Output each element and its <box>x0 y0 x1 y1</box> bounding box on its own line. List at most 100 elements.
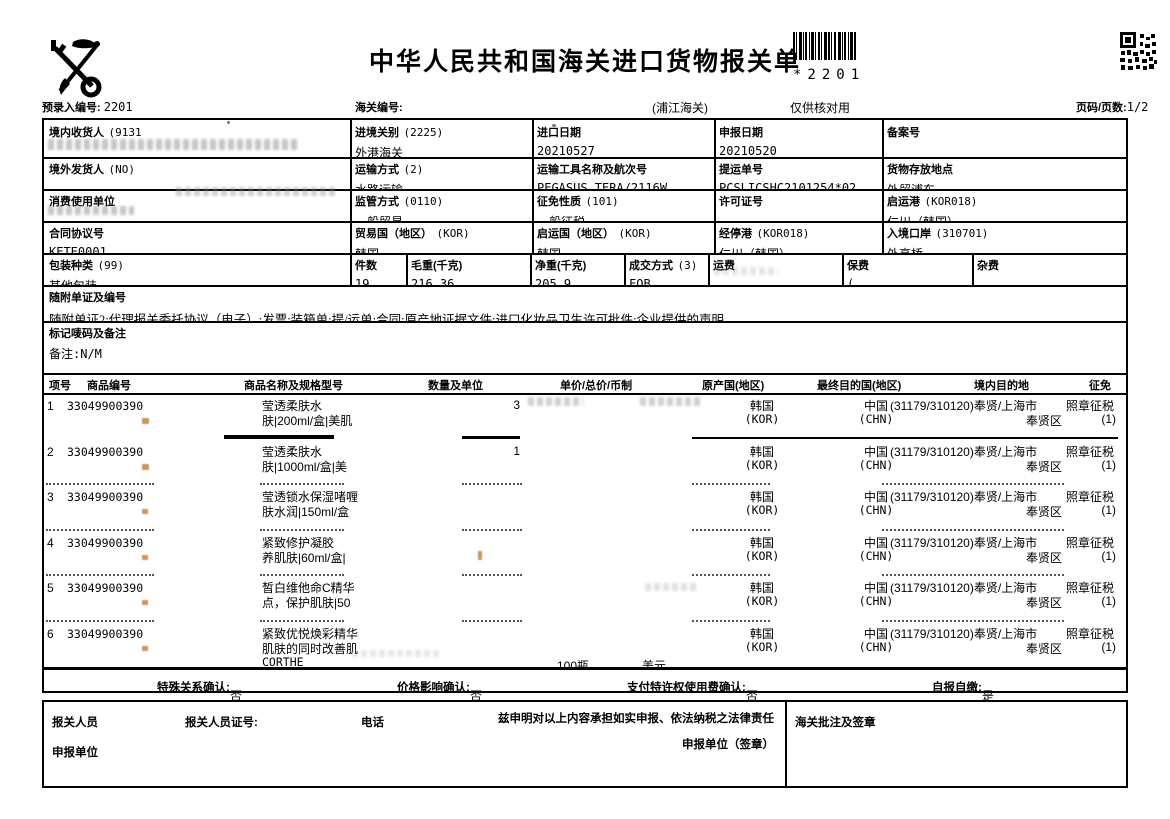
redaction-mark <box>142 509 148 514</box>
field-supervision-mode: 监管方式 (0110) 一般贸易 <box>350 189 532 221</box>
item-dest: 中国 <box>863 536 888 550</box>
item-domestic-line1: (31179/310120)奉贤/上海市 <box>890 581 1038 595</box>
transit-port-value: 仁川（韩国） <box>719 245 877 253</box>
phone-label: 电话 <box>361 717 384 729</box>
levy-nature-label: 征免性质 <box>537 196 581 208</box>
item-origin: 韩国 <box>749 399 774 413</box>
item-dest: 中国 <box>863 581 888 595</box>
item-domestic-line1: (31179/310120)奉贤/上海市 <box>890 490 1038 504</box>
self-declare-value: 是 <box>981 689 994 703</box>
page-number: 页码/页数:1/2 <box>1076 99 1148 115</box>
item-dest-code: (CHN) <box>858 640 894 654</box>
item-code: 33049900390 <box>67 490 144 504</box>
items-header-qty: 数量及单位 <box>428 380 483 392</box>
customs-number: 海关编号: <box>355 99 403 115</box>
entry-customs-code: (2225) <box>403 126 444 139</box>
bl-no-label: 提运单号 <box>719 164 763 176</box>
item-duty-code: (1) <box>1101 503 1116 517</box>
departure-port-value: 仁川（韩国） <box>887 213 1123 221</box>
transaction-mode-value: FOB <box>629 277 651 285</box>
storage-place-label: 货物存放地点 <box>887 164 953 176</box>
item-dest: 中国 <box>863 445 888 459</box>
barcode <box>793 32 856 60</box>
bl-no-value: PCSLICSHC2101254*02 <box>719 181 857 189</box>
field-package-type: 包装种类 (99) 其他包装 <box>44 253 350 285</box>
entry-port-value: 外高桥 <box>887 245 1123 253</box>
item-name-line2: 肤|200ml/盒|美肌 <box>262 414 353 428</box>
item-no: 5 <box>47 581 54 595</box>
items-header-domestic: 境内目的地 <box>974 380 1029 392</box>
entry-port-label: 入境口岸 <box>887 228 931 240</box>
confirmation-row: 特殊关系确认: 否 价格影响确认: 否 支付特许权使用费确认: 否 自报自缴: 是 <box>44 671 1126 703</box>
departure-country-value: 韩国 <box>537 245 709 253</box>
field-insurance: 保费 ( <box>842 253 972 285</box>
redaction-smudge <box>48 206 134 215</box>
royalty-value: 否 <box>745 689 758 703</box>
item-name-line2: 肤|1000ml/盒|美 <box>262 460 347 474</box>
field-storage-place: 货物存放地点 外贸浦东 <box>882 157 1128 189</box>
customs-no-label: 海关编号: <box>355 102 403 114</box>
storage-place-value: 外贸浦东 <box>887 181 1123 189</box>
redaction-mark <box>142 418 149 424</box>
transport-name-label: 运输工具名称及航次号 <box>537 164 647 176</box>
price-impact-value: 否 <box>469 689 482 703</box>
declare-unit-label: 申报单位 <box>52 747 98 759</box>
item-domestic-line1: (31179/310120)奉贤/上海市 <box>890 627 1038 641</box>
item-qty: 1 <box>513 444 520 458</box>
marks-remarks-value: 备注:N/M <box>49 347 102 361</box>
item-domestic-line2: 奉贤区 <box>1025 596 1062 610</box>
redaction-smudge <box>640 397 702 406</box>
field-contract-no: 合同协议号 KETE0001 <box>44 221 350 253</box>
barcode-block: *2201 <box>793 32 873 83</box>
scan-artifact-dot <box>227 121 230 124</box>
trade-country-label: 贸易国（地区） <box>355 228 432 240</box>
item-origin-code: (KOR) <box>744 503 780 517</box>
item-name-line1: 莹透柔肤水 <box>262 399 323 413</box>
record-no-label: 备案号 <box>887 127 920 139</box>
special-relation-confirm: 特殊关系确认: 否 <box>157 679 242 703</box>
declare-unit-seal-label: 申报单位（签章） <box>682 739 774 751</box>
field-transaction-mode: 成交方式 (3) FOB <box>624 253 708 285</box>
customs-emblem-logo <box>45 36 109 105</box>
field-pieces: 件数 19 <box>350 253 406 285</box>
pieces-label: 件数 <box>355 260 377 272</box>
self-declare-confirm: 自报自缴: 是 <box>932 679 994 703</box>
entry-port-code: (310701) <box>935 227 989 240</box>
item-name-line2: 养肌肤|60ml/盒| <box>262 551 346 565</box>
price-impact-label: 价格影响确认: <box>397 682 470 694</box>
item-domestic-line2: 奉贤区 <box>1025 551 1062 565</box>
barcode-text: *2201 <box>793 67 866 83</box>
pieces-value: 19 <box>355 277 370 285</box>
pre-entry-number: 预录入编号: 2201 <box>42 99 133 115</box>
field-transport-mode: 运输方式 (2) 水路运输 <box>350 157 532 189</box>
check-note: 仅供核对用 <box>790 101 851 115</box>
package-type-value: 其他包装 <box>49 277 345 285</box>
consignee-label: 境内收货人 <box>49 127 104 139</box>
package-type-code: (99) <box>97 259 124 272</box>
attached-docs-label: 随附单证及编号 <box>49 292 126 304</box>
item-domestic-line2: 奉贤区 <box>1025 642 1062 656</box>
field-misc-fees: 杂费 <box>972 253 1128 285</box>
page-number-value: 1/2 <box>1126 100 1149 114</box>
insurance-value: ( <box>847 277 855 285</box>
item-duty: 照章征税 <box>1066 581 1115 595</box>
item-no: 3 <box>47 490 54 504</box>
items-header-origin: 原产国(地区) <box>702 380 765 392</box>
entry-customs-value: 外港海关 <box>355 146 404 157</box>
item-domestic-line2: 奉贤区 <box>1025 505 1062 519</box>
royalty-label: 支付特许权使用费确认: <box>627 682 746 694</box>
field-levy-nature: 征免性质 (101) 一般征税 <box>532 189 714 221</box>
import-date-value: 20210527 <box>537 144 595 157</box>
items-header-no: 项号 <box>49 380 71 392</box>
transit-port-code: (KOR018) <box>756 227 810 240</box>
item-code: 33049900390 <box>67 627 144 641</box>
special-relation-value: 否 <box>229 689 242 703</box>
levy-nature-value: 一般征税 <box>537 213 709 221</box>
item-dest: 中国 <box>863 399 888 413</box>
declare-date-value: 20210520 <box>719 144 777 157</box>
items-header-dest: 最终目的国(地区) <box>817 380 902 392</box>
redaction-smudge <box>176 187 336 196</box>
item-domestic-line1: (31179/310120)奉贤/上海市 <box>890 445 1038 459</box>
item-origin: 韩国 <box>749 627 774 641</box>
trade-country-value: 韩国 <box>355 245 527 253</box>
